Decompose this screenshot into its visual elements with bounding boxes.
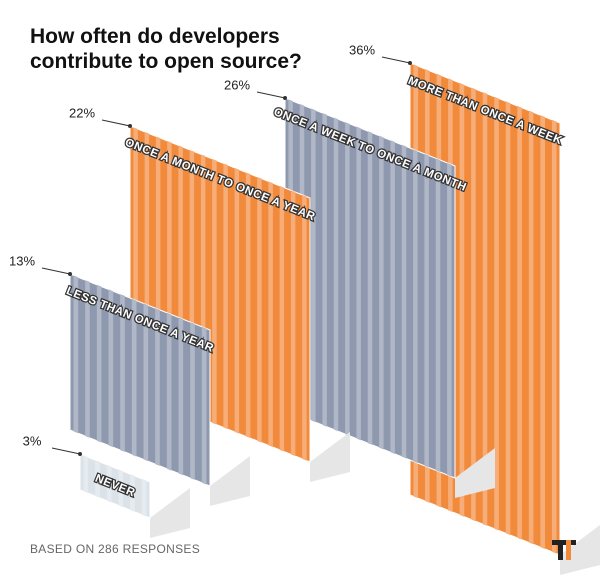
- flute: [494, 96, 499, 531]
- leader-line: [381, 56, 411, 64]
- flute: [311, 108, 316, 423]
- value-label: 3%: [23, 433, 42, 448]
- flute: [333, 117, 339, 432]
- flute: [302, 194, 307, 461]
- flute: [345, 122, 350, 436]
- flute: [505, 101, 511, 536]
- flute: [95, 460, 100, 498]
- flute: [424, 153, 429, 468]
- flute: [322, 112, 327, 427]
- flute: [540, 115, 545, 550]
- chart-title: How often do developers contribute to op…: [30, 25, 302, 73]
- flute: [401, 144, 407, 459]
- leader-line: [41, 267, 71, 275]
- flute: [178, 317, 184, 476]
- flute: [120, 294, 125, 452]
- flute: [528, 110, 534, 545]
- flute: [190, 322, 195, 480]
- value-label: 13%: [9, 253, 35, 268]
- flute: [257, 176, 262, 443]
- flute: [155, 308, 160, 466]
- flute: [517, 105, 522, 540]
- bar-shadow: [455, 448, 495, 498]
- footnote: BASED ON 286 RESPONSES: [30, 542, 200, 556]
- flute: [166, 312, 172, 471]
- flute: [435, 158, 441, 473]
- leader-line: [256, 91, 286, 99]
- flute: [223, 163, 228, 430]
- flute: [201, 326, 207, 485]
- flute: [482, 92, 488, 526]
- bar-shadow: [310, 432, 350, 482]
- flute: [118, 469, 124, 508]
- flute: [106, 464, 112, 503]
- flute: [143, 303, 149, 462]
- flute: [279, 185, 285, 452]
- flute: [471, 87, 476, 522]
- logo: [552, 540, 576, 560]
- bar-shadow: [150, 488, 190, 538]
- leader-dot: [283, 96, 287, 100]
- flute: [379, 135, 384, 450]
- flute: [245, 172, 251, 439]
- value-label: 26%: [224, 77, 250, 92]
- flute: [108, 289, 114, 448]
- flute: [85, 280, 90, 438]
- flute: [367, 131, 373, 445]
- flute: [234, 167, 240, 434]
- leader-dot: [128, 124, 132, 128]
- leader-line: [101, 119, 131, 127]
- flute: [459, 82, 465, 517]
- flute: [413, 149, 418, 464]
- flute: [131, 298, 137, 457]
- flute: [141, 478, 147, 517]
- flute: [551, 119, 557, 554]
- leader-dot: [78, 452, 82, 456]
- value-label: 22%: [69, 105, 95, 120]
- bar-shadow: [210, 456, 250, 506]
- flute: [73, 275, 79, 434]
- flute: [290, 190, 296, 457]
- bar-shadow: [560, 525, 600, 575]
- leader-dot: [68, 272, 72, 276]
- leader-dot: [408, 61, 412, 65]
- leader-line: [51, 447, 81, 455]
- flute: [390, 140, 395, 454]
- flute: [447, 162, 452, 477]
- flute: [83, 455, 89, 494]
- flute: [96, 284, 102, 443]
- flute: [268, 181, 273, 448]
- bar: [69, 273, 211, 487]
- flute: [130, 474, 135, 512]
- flute: [356, 126, 361, 441]
- flute: [212, 158, 217, 425]
- value-label: 36%: [349, 42, 375, 57]
